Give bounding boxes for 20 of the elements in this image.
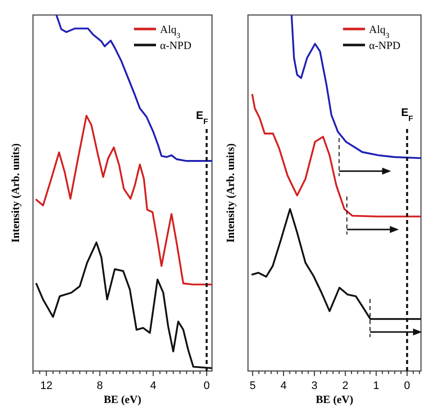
y-axis-title: Intensity (Arb. units) [10,143,22,243]
legend-label: α-NPD [160,40,192,52]
x-tick-label: 4 [280,380,287,392]
x-tick-label: 3 [311,380,318,392]
ref-line-label: E$_{F}$ [401,107,414,123]
x-tick-label: 12 [40,380,52,392]
y-axis-title: Intensity (Arb. units) [225,143,237,243]
x-tick-label: 0 [204,380,210,392]
legend-label: Alq$_{3}$ [160,24,180,40]
legend-label: Alq$_{3}$ [369,24,390,40]
x-axis-title: BE (eV) [104,394,142,406]
x-tick-label: 4 [150,380,156,392]
x-tick-label: 2 [342,380,348,392]
legend-label: α-NPD [369,40,400,52]
ref-line-label: E$_{F}$ [196,110,208,126]
x-axis-title: BE (eV) [316,394,354,406]
x-tick-label: 0 [404,380,410,392]
x-tick-label: 8 [96,380,103,392]
x-tick-label: 5 [250,380,256,392]
x-tick-label: 1 [373,380,380,392]
